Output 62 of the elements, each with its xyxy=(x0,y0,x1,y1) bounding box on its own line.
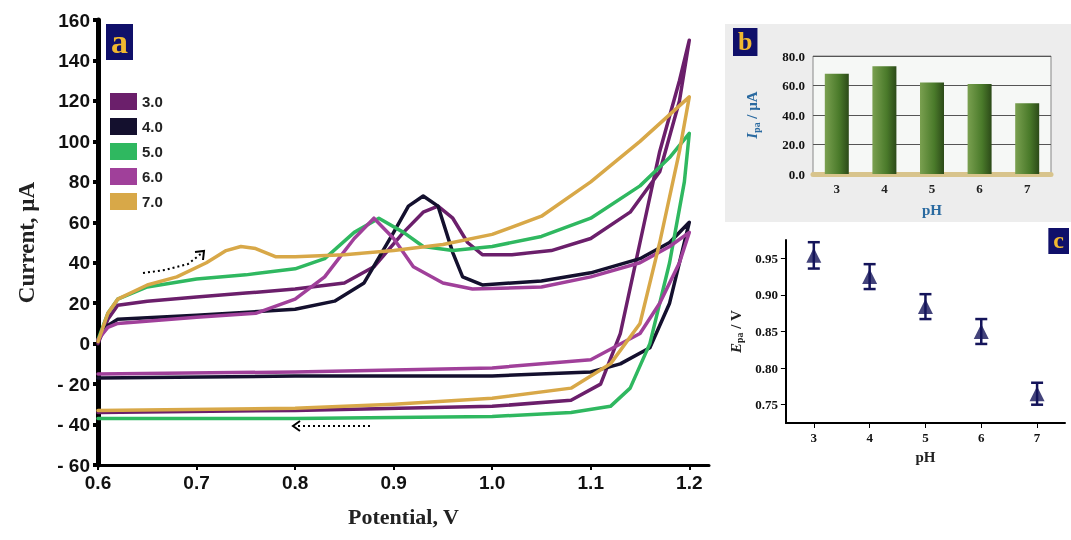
y-tick-label: 0.80 xyxy=(755,360,778,376)
y-tick-label: 0 xyxy=(79,333,90,355)
y-axis-title: Current, µA xyxy=(14,181,39,304)
y-tick-label: 0.95 xyxy=(755,250,779,266)
point xyxy=(1029,386,1045,402)
y-tick-label: 140 xyxy=(58,49,90,71)
legend-label: 6.0 xyxy=(142,168,163,185)
x-tick-label: 0.9 xyxy=(380,472,407,493)
point xyxy=(806,247,822,263)
y-tick-label: 0.75 xyxy=(755,397,779,413)
y-tick-label: 0.90 xyxy=(755,287,778,303)
y-tick-label: 80 xyxy=(68,171,90,193)
x-tick-label: 5 xyxy=(922,430,930,445)
y-tick-label: 120 xyxy=(58,90,90,112)
y-tick-label: 160 xyxy=(58,9,90,31)
y-tick-label: - 20 xyxy=(57,373,90,395)
y-tick-label: 20.0 xyxy=(782,137,805,152)
y-tick-label: 0.85 xyxy=(755,324,779,339)
point xyxy=(973,324,989,339)
legend-label: 4.0 xyxy=(142,118,163,135)
legend-label: 7.0 xyxy=(142,193,163,210)
y-tick-label: 80.0 xyxy=(782,48,805,64)
x-tick-label: 3 xyxy=(833,181,841,196)
x-axis-title: Potential, V xyxy=(348,503,460,529)
x-tick-label: 7 xyxy=(1033,430,1041,445)
x-tick-label: 6 xyxy=(976,181,984,196)
x-tick-label: 0.7 xyxy=(183,472,210,493)
y-tick-label: 20 xyxy=(68,292,90,314)
bar xyxy=(967,84,992,174)
x-tick-label: 5 xyxy=(928,181,936,196)
x-tick-label: 1.2 xyxy=(676,472,703,493)
bar xyxy=(824,73,849,174)
y-tick-label: 60.0 xyxy=(782,78,805,93)
bar xyxy=(872,66,897,174)
y-axis-title: Ipa / µA xyxy=(744,91,762,140)
x-tick-label: 0.8 xyxy=(281,472,309,493)
x-tick-label: 4 xyxy=(866,430,874,445)
text: b xyxy=(738,26,753,56)
y-tick-label: - 40 xyxy=(57,414,90,436)
y-tick-label: 40 xyxy=(68,252,90,274)
x-tick-label: 6 xyxy=(978,430,986,445)
annotation: a xyxy=(111,22,128,60)
legend-label: 5.0 xyxy=(142,143,163,160)
x-tick-label: 7 xyxy=(1023,181,1031,196)
x-axis-title: pH xyxy=(915,448,936,465)
legend-label: 3.0 xyxy=(142,93,163,110)
x-tick-label: 1.0 xyxy=(478,472,506,493)
line-series xyxy=(96,38,692,415)
x-tick-label: 3 xyxy=(810,430,818,445)
y-tick-label: 0.0 xyxy=(788,166,805,182)
x-axis-title: pH xyxy=(921,201,943,218)
annotation: c xyxy=(1053,227,1065,253)
point xyxy=(917,299,933,315)
bar xyxy=(1015,103,1040,174)
y-tick-label: 100 xyxy=(58,130,90,152)
x-tick-label: 4 xyxy=(881,181,889,196)
y-axis-title: Epa / V xyxy=(727,310,745,354)
bar xyxy=(920,82,944,174)
y-tick-label: 40.0 xyxy=(782,107,805,123)
x-tick-label: 1.1 xyxy=(577,472,605,493)
y-tick-label: 60 xyxy=(68,211,90,233)
point xyxy=(862,269,878,285)
